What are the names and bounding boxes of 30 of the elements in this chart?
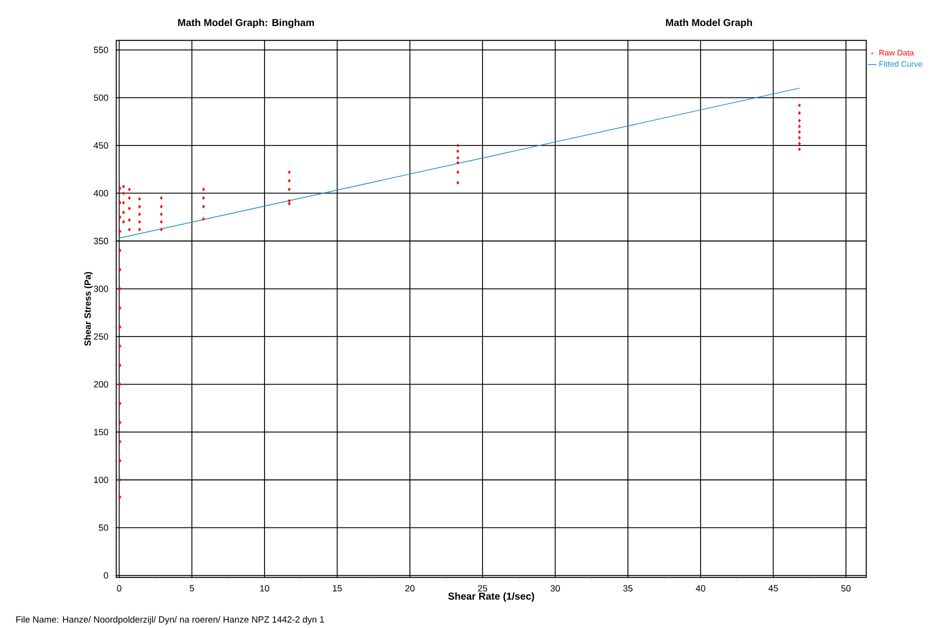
x-tick-label: 20 xyxy=(405,585,415,592)
x-tick-label: 40 xyxy=(696,585,706,592)
y-axis-title: Shear Stress (Pa) xyxy=(84,272,93,346)
x-tick-label: 0 xyxy=(117,585,122,592)
y-tick-label: 0 xyxy=(104,572,108,579)
x-tick-label: 45 xyxy=(768,585,778,592)
y-tick-label: 500 xyxy=(94,94,108,101)
legend-label: Fitted Curve xyxy=(879,60,922,67)
y-tick-label: 400 xyxy=(94,190,108,196)
y-tick-label: 200 xyxy=(94,381,108,388)
x-tick-label: 25 xyxy=(478,585,488,592)
y-tick-label: 550 xyxy=(94,46,108,54)
y-tick-label: 250 xyxy=(94,333,108,340)
y-tick-label: 300 xyxy=(94,286,108,292)
x-axis-title: Shear Rate (1/sec) xyxy=(448,592,534,602)
legend-label: Raw Data xyxy=(879,50,914,56)
y-tick-label: 450 xyxy=(94,142,108,149)
y-tick-label: 50 xyxy=(98,524,108,531)
y-tick-label: 150 xyxy=(94,428,108,436)
chart-title: Math Model Graph: Bingham xyxy=(178,18,314,28)
x-tick-label: 5 xyxy=(190,585,194,592)
text: File Name: Hanze/ Noordpolderzijl/ Dyn/ na roeren/ Hanze NPZ 1442-2 dyn 1 xyxy=(16,616,324,624)
x-tick-label: 15 xyxy=(332,585,342,592)
y-tick-label: 350 xyxy=(94,238,108,244)
x-tick-label: 35 xyxy=(623,585,633,592)
x-tick-label: 10 xyxy=(260,585,270,592)
x-tick-label: 30 xyxy=(550,585,560,592)
y-tick-label: 100 xyxy=(94,476,108,484)
x-tick-label: 50 xyxy=(841,585,851,592)
chart-subtitle: Math Model Graph xyxy=(666,18,752,28)
